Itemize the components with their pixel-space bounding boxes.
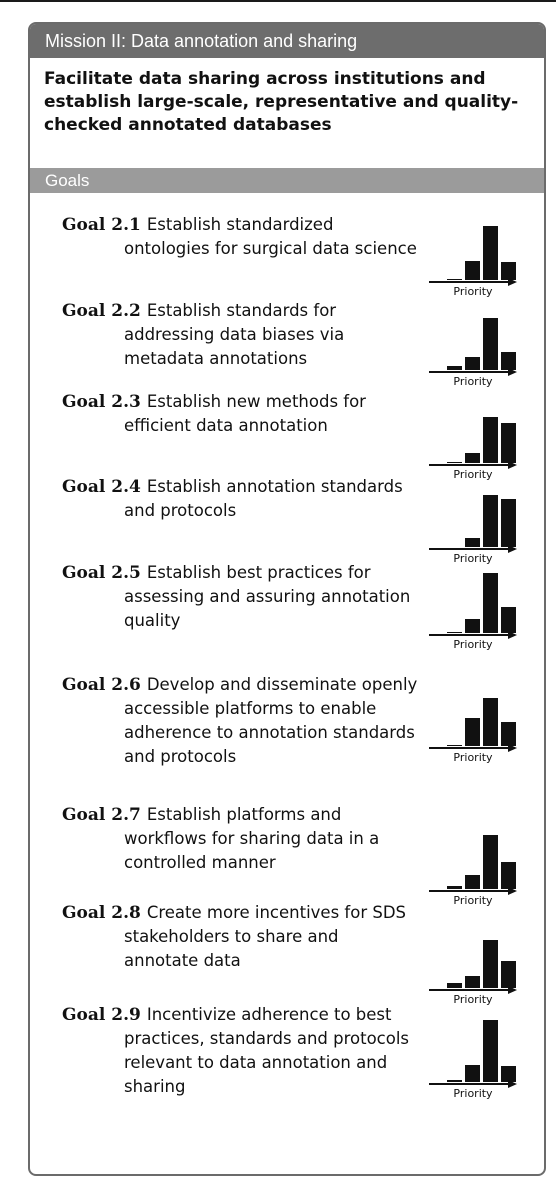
- goal-number: Goal 2.8: [62, 903, 141, 923]
- priority-bar: [465, 1065, 480, 1082]
- priority-chart: Priority: [428, 827, 518, 919]
- goal-description: Establish platforms and workflows for sh…: [124, 805, 380, 872]
- priority-bar: [501, 352, 516, 370]
- priority-bar: [465, 875, 480, 889]
- mission-box: Mission II: Data annotation and sharing …: [28, 22, 546, 1176]
- priority-bar: [483, 698, 498, 746]
- goal-text: Goal 2.1 Establish standardized ontologie…: [62, 213, 418, 261]
- priority-bar: [465, 453, 480, 463]
- goal-number: Goal 2.6: [62, 675, 141, 695]
- priority-bar: [501, 862, 516, 889]
- goal-description: Develop and disseminate openly accessibl…: [124, 675, 418, 766]
- priority-label: Priority: [453, 552, 493, 565]
- priority-bar: [447, 279, 462, 280]
- priority-chart: Priority: [428, 571, 518, 663]
- goal-description: Establish best practices for assessing a…: [124, 563, 411, 630]
- priority-chart: Priority: [428, 401, 518, 493]
- priority-bar: [501, 423, 516, 463]
- arrow-head-icon: [508, 986, 517, 994]
- priority-label: Priority: [453, 285, 493, 298]
- goal-number: Goal 2.3: [62, 392, 141, 412]
- goal-number: Goal 2.2: [62, 301, 141, 321]
- priority-bar: [447, 366, 462, 370]
- goal-text: Goal 2.3 Establish new methods for effici…: [62, 390, 418, 438]
- priority-label: Priority: [453, 638, 493, 651]
- priority-bar: [483, 318, 498, 370]
- priority-bar: [447, 745, 462, 746]
- mission-summary: Facilitate data sharing across instituti…: [44, 69, 519, 135]
- arrow-head-icon: [508, 744, 517, 752]
- priority-bar: [501, 499, 516, 547]
- goal-description: Establish standardized ontologies for su…: [124, 215, 417, 258]
- goal-text: Goal 2.6 Develop and disseminate openly a…: [62, 673, 418, 769]
- goal-description: Create more incentives for SDS stakehold…: [124, 903, 407, 970]
- arrow-head-icon: [508, 887, 517, 895]
- priority-bar: [465, 538, 480, 547]
- goal-description: Establish new methods for efficient data…: [124, 392, 366, 435]
- priority-bar: [483, 573, 498, 633]
- priority-bar: [447, 983, 462, 988]
- arrow-head-icon: [508, 1080, 517, 1088]
- priority-bar: [447, 632, 462, 633]
- arrow-head-icon: [508, 545, 517, 553]
- goal-description: Establish standards for addressing data …: [124, 301, 345, 368]
- goal-number: Goal 2.4: [62, 477, 141, 497]
- priority-bar: [483, 1020, 498, 1082]
- arrow-head-icon: [508, 461, 517, 469]
- priority-bar: [483, 940, 498, 988]
- priority-bar: [465, 357, 480, 370]
- goal-text: Goal 2.9 Incentivize adherence to best pr…: [62, 1003, 418, 1099]
- priority-bar: [501, 607, 516, 633]
- priority-bar: [501, 722, 516, 746]
- goal-number: Goal 2.7: [62, 805, 141, 825]
- priority-bar: [501, 1066, 516, 1082]
- goal-number: Goal 2.9: [62, 1005, 141, 1025]
- goal-description: Establish annotation standards and proto…: [124, 477, 403, 520]
- arrow-head-icon: [508, 278, 517, 286]
- arrow-head-icon: [508, 368, 517, 376]
- priority-bar: [483, 495, 498, 547]
- priority-bar: [501, 961, 516, 988]
- priority-chart: Priority: [428, 1020, 518, 1112]
- goals-header: Goals: [30, 168, 544, 193]
- priority-chart: Priority: [428, 684, 518, 776]
- priority-bar: [483, 226, 498, 280]
- priority-bar: [465, 261, 480, 280]
- priority-label: Priority: [453, 468, 493, 481]
- priority-bar: [483, 835, 498, 889]
- priority-chart: Priority: [428, 308, 518, 400]
- priority-label: Priority: [453, 1087, 493, 1100]
- priority-label: Priority: [453, 375, 493, 388]
- arrow-head-icon: [508, 631, 517, 639]
- priority-bar: [465, 976, 480, 988]
- priority-chart: Priority: [428, 926, 518, 1018]
- goal-description: Incentivize adherence to best practices,…: [124, 1005, 410, 1096]
- goal-number: Goal 2.1: [62, 215, 141, 235]
- goal-text: Goal 2.4 Establish annotation standards a…: [62, 475, 418, 523]
- priority-label: Priority: [453, 894, 493, 907]
- goal-text: Goal 2.8 Create more incentives for SDS s…: [62, 901, 418, 973]
- priority-label: Priority: [453, 993, 493, 1006]
- priority-bar: [447, 1080, 462, 1082]
- priority-bar: [447, 462, 462, 463]
- priority-bar: [483, 417, 498, 463]
- priority-bar: [465, 718, 480, 746]
- top-rule: [0, 0, 556, 2]
- goal-text: Goal 2.2 Establish standards for addressi…: [62, 299, 418, 371]
- priority-bar: [501, 262, 516, 280]
- priority-bar: [465, 619, 480, 633]
- goal-text: Goal 2.7 Establish platforms and workflow…: [62, 803, 418, 875]
- priority-bar: [447, 886, 462, 889]
- priority-label: Priority: [453, 751, 493, 764]
- goal-text: Goal 2.5 Establish best practices for ass…: [62, 561, 418, 633]
- priority-chart: Priority: [428, 485, 518, 577]
- mission-title: Mission II: Data annotation and sharing: [30, 24, 544, 58]
- priority-chart: Priority: [428, 218, 518, 310]
- goal-number: Goal 2.5: [62, 563, 141, 583]
